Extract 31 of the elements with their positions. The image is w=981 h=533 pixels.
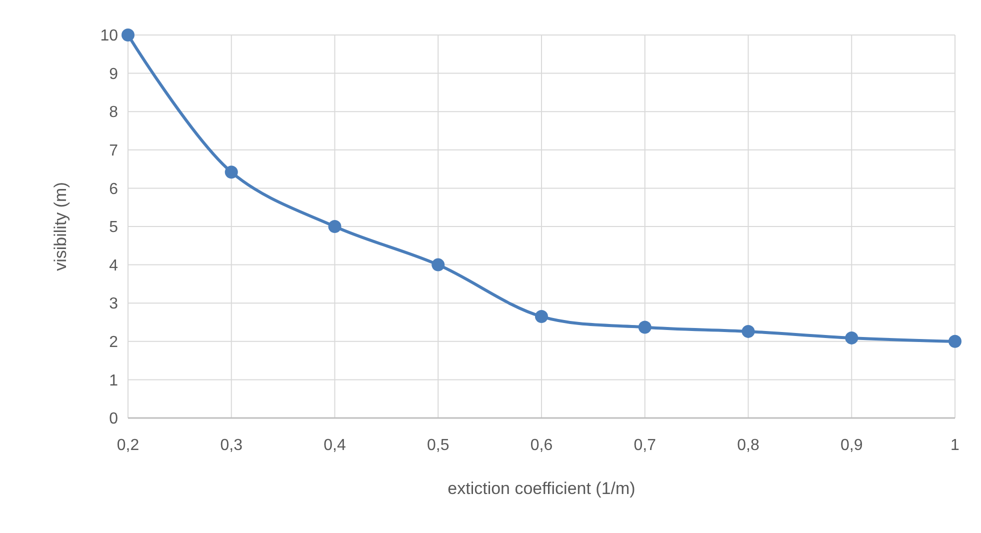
- x-tick-label: 0,2: [116, 437, 140, 454]
- y-tick-label: 0: [109, 410, 118, 428]
- x-tick-label: 0,9: [840, 437, 863, 454]
- y-tick-label: 10: [100, 28, 118, 45]
- y-tick-label: 7: [109, 142, 118, 160]
- x-tick-label: 0,4: [324, 437, 346, 454]
- y-tick-label: 6: [109, 180, 118, 198]
- y-tick-label: 4: [109, 257, 118, 274]
- y-tick-label: 2: [109, 334, 118, 351]
- y-tick-label: 1: [109, 372, 118, 390]
- x-axis-title: extiction coefficient (1/m): [448, 479, 636, 498]
- point: [742, 324, 755, 338]
- point: [122, 28, 134, 42]
- y-tick-label: 9: [109, 66, 118, 83]
- point: [224, 166, 238, 179]
- x-tick-label: 0,6: [530, 437, 553, 454]
- y-tick-label: 5: [109, 219, 118, 236]
- point: [638, 320, 652, 334]
- point: [535, 310, 548, 324]
- y-tick-label: 8: [109, 104, 118, 122]
- point: [432, 258, 445, 272]
- point: [948, 334, 962, 348]
- x-tick-label: 0,5: [427, 437, 450, 454]
- y-tick-label: 3: [109, 296, 118, 313]
- x-tick-label: 0,8: [737, 437, 760, 454]
- point: [328, 220, 342, 233]
- x-tick-label: 1: [950, 437, 960, 454]
- point: [845, 331, 858, 344]
- y-axis-title: visibility (m): [51, 182, 70, 271]
- x-tick-label: 0,7: [634, 437, 656, 454]
- x-tick-label: 0,3: [220, 437, 243, 454]
